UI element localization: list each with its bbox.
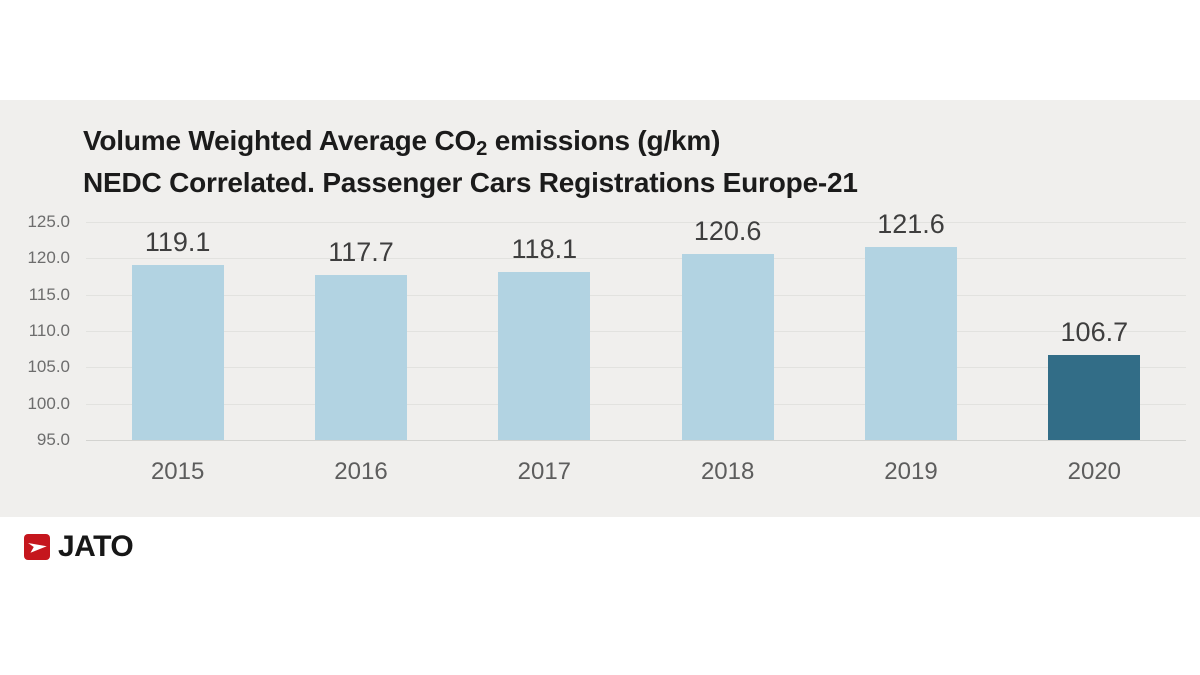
bar-value-label: 106.7 <box>1060 316 1129 347</box>
footer-logo: JATO <box>24 530 134 564</box>
y-axis-tick-label: 100.0 <box>27 393 70 413</box>
gridline <box>86 294 1186 296</box>
jato-logo-icon <box>24 534 50 560</box>
jato-arrow-icon <box>28 542 47 553</box>
y-axis-tick-label: 115.0 <box>28 284 70 304</box>
y-axis-tick-label: 95.0 <box>36 430 70 449</box>
bar-2019 <box>865 246 957 440</box>
bar-2015 <box>131 264 224 440</box>
x-axis-label: 2015 <box>150 458 205 485</box>
y-axis-tick-label: 125.0 <box>27 212 70 231</box>
bar-value-label: 119.1 <box>144 226 211 257</box>
x-axis-label: 2016 <box>334 458 388 485</box>
bar-2017 <box>498 272 591 440</box>
jato-logo-text: JATO <box>58 530 134 563</box>
bar-value-label: 121.6 <box>877 208 945 239</box>
y-axis-tick-label: 110.0 <box>28 321 70 340</box>
y-axis-tick-label: 105.0 <box>27 357 70 377</box>
chart-title: Volume Weighted Average CO2 emissions (g… <box>83 124 858 199</box>
bar-2018 <box>681 253 774 440</box>
co2-subscript: 2 <box>476 138 488 161</box>
gridline <box>86 331 1186 332</box>
chart-title-line2: NEDC Correlated. Passenger Cars Registra… <box>83 167 858 199</box>
x-axis-line <box>86 440 1186 441</box>
bar-value-label: 118.1 <box>511 234 578 265</box>
bar-2016 <box>315 275 407 440</box>
x-axis-label: 2019 <box>884 458 938 485</box>
x-axis-label: 2018 <box>700 458 755 485</box>
bar-value-label: 120.6 <box>693 215 762 246</box>
x-axis-label: 2017 <box>517 458 572 485</box>
y-axis-tick-label: 120.0 <box>27 248 70 268</box>
gridline <box>86 258 1186 260</box>
gridline <box>86 222 1186 223</box>
gridline <box>86 367 1186 369</box>
bar-value-label: 117.7 <box>328 237 394 268</box>
plot-area: 125.0 120.0 115.0 110.0 105.0 100.0 95.0 119.1 2… <box>27 209 1186 485</box>
x-axis-label: 2020 <box>1067 458 1122 485</box>
chart-title-line1: Volume Weighted Average CO2 emissions (g… <box>83 125 721 161</box>
gridline <box>86 403 1186 405</box>
bar-2020 <box>1048 354 1141 440</box>
